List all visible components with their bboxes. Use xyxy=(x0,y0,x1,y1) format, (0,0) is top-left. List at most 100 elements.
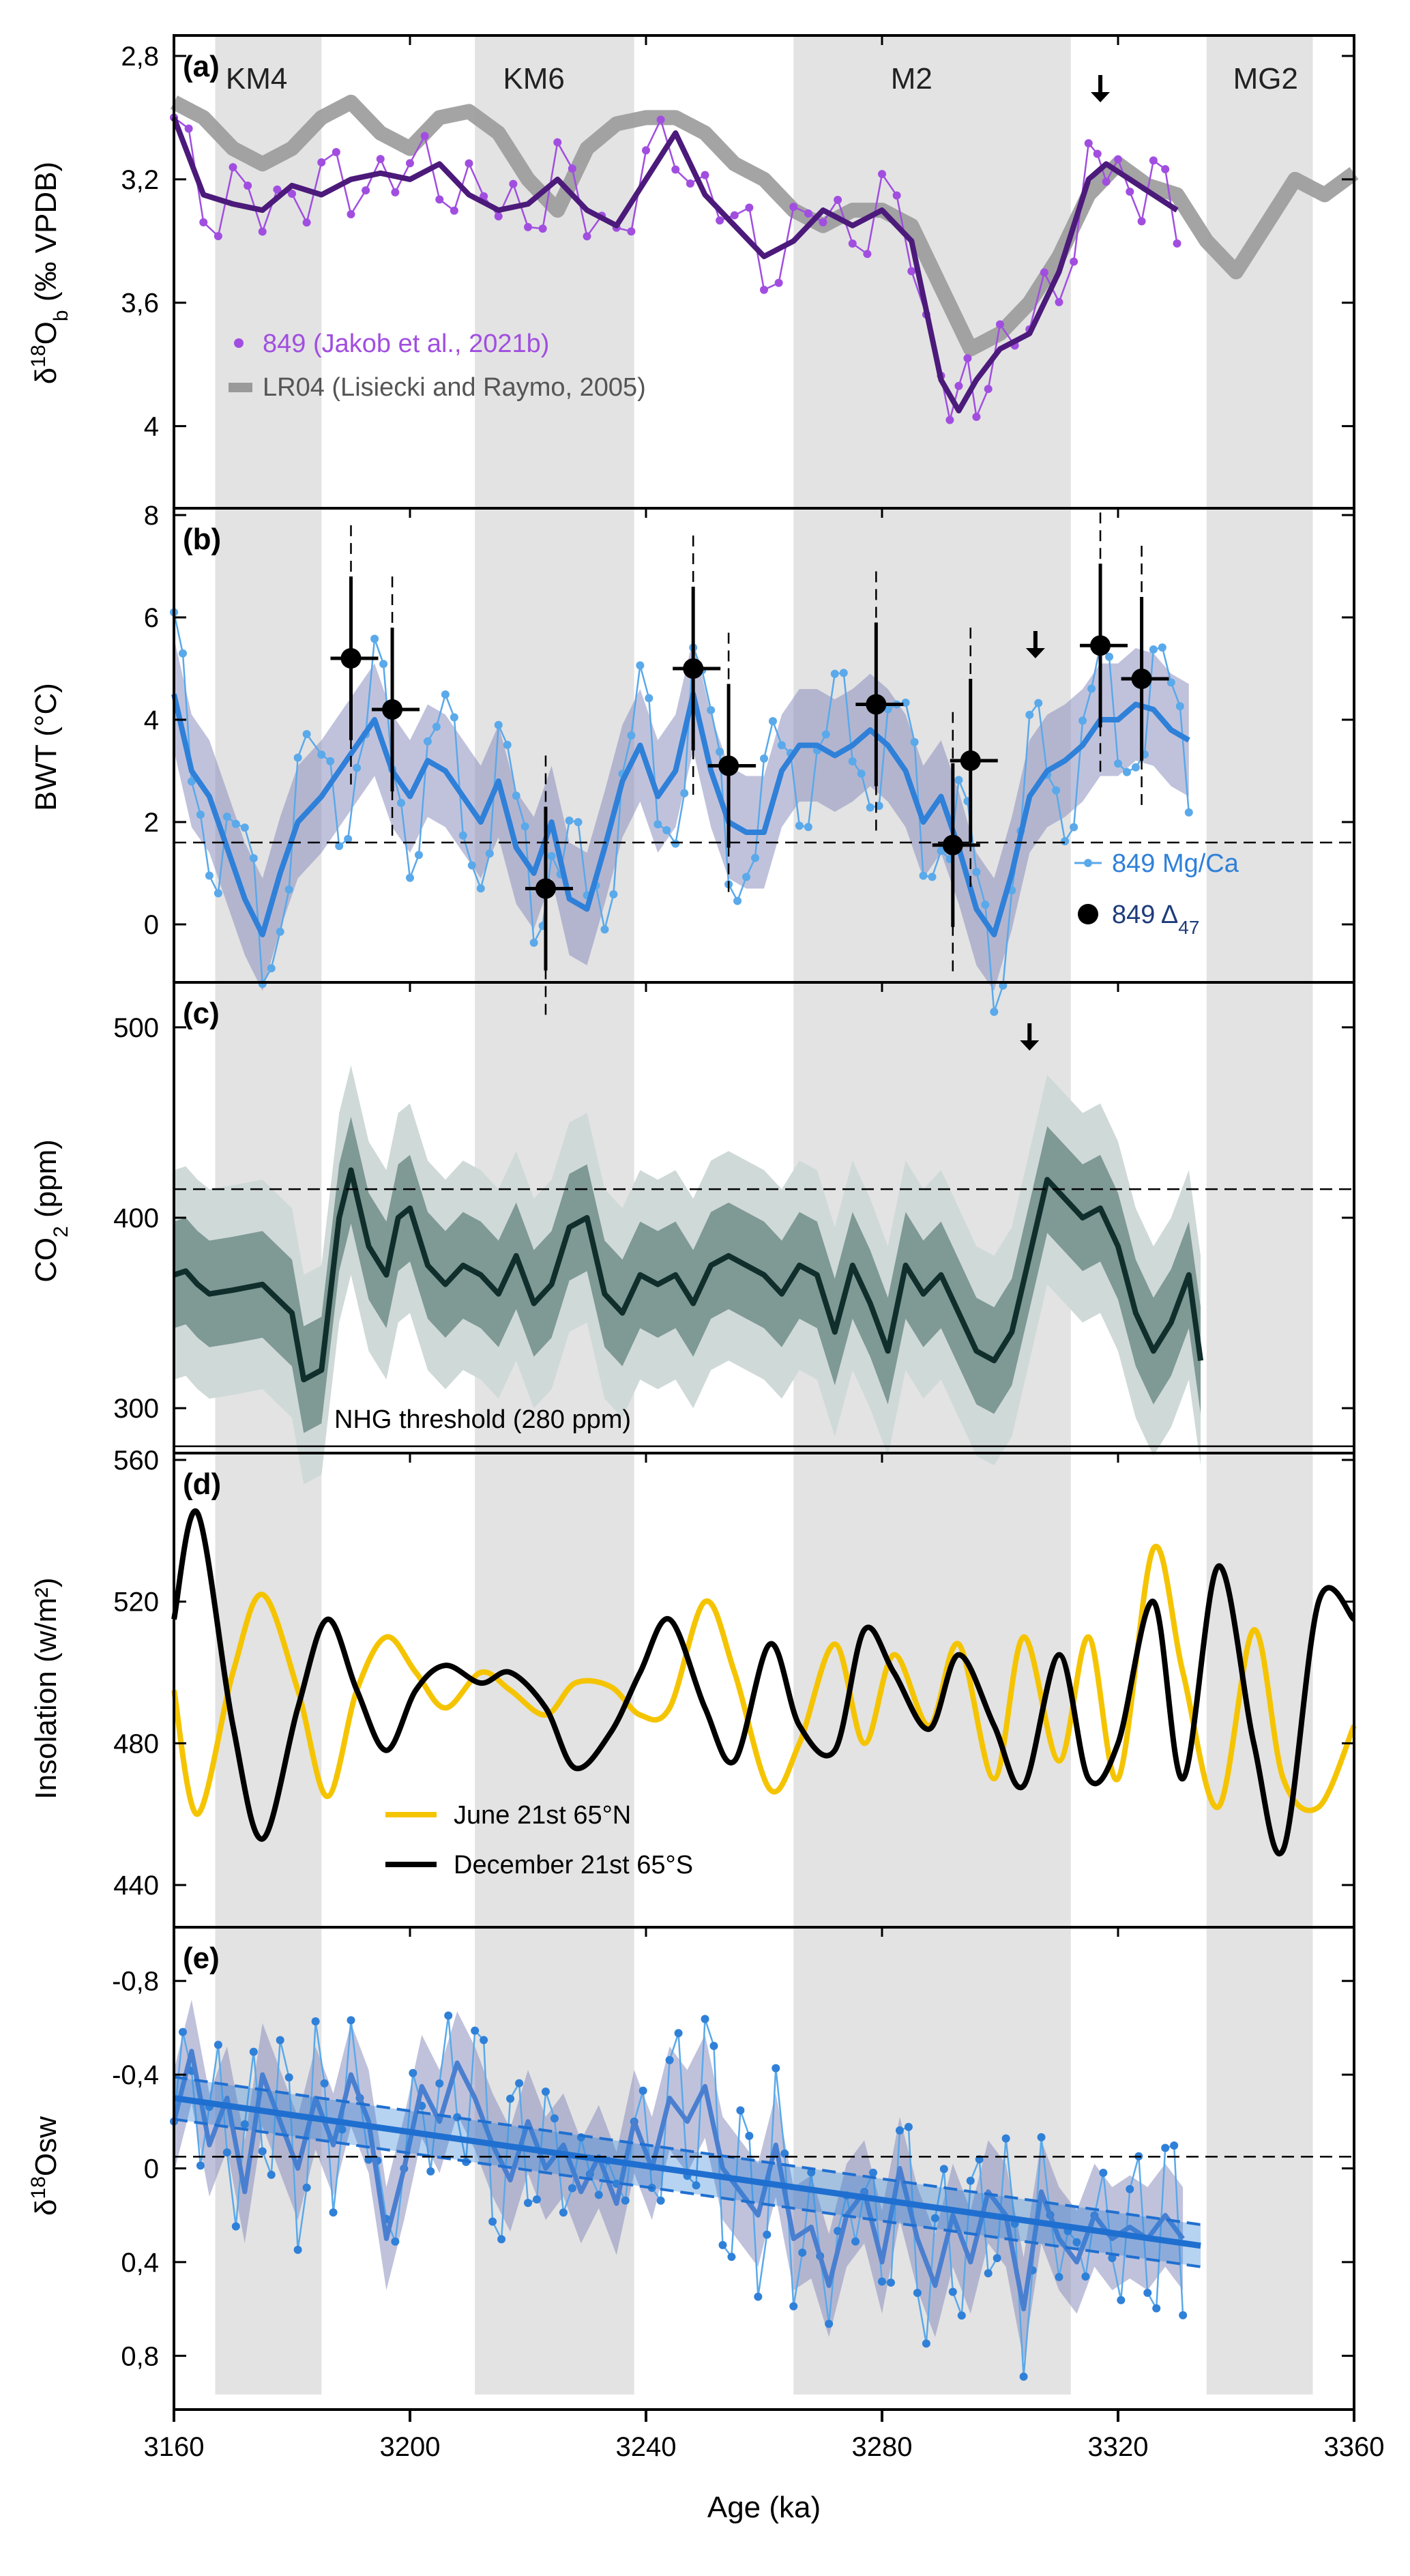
series-mgca-point xyxy=(910,737,919,746)
x-tick-label-3160: 3160 xyxy=(144,2432,205,2462)
x-tick-label-3360: 3360 xyxy=(1324,2432,1385,2462)
series-mgca-point xyxy=(733,896,742,905)
series-osw-point xyxy=(480,2036,488,2045)
d47-point xyxy=(340,648,362,669)
series-osw-point xyxy=(347,2016,355,2025)
y-tick-label-a: 3,6 xyxy=(121,289,159,319)
panel-e xyxy=(170,2000,1354,2381)
series-mgca-point xyxy=(804,823,812,832)
series-mgca-point xyxy=(406,873,414,882)
series-osw-point xyxy=(435,2079,444,2088)
series-849-point xyxy=(1093,149,1102,158)
ylabel-c: CO2 (ppm) xyxy=(29,1139,72,1283)
series-mgca-point xyxy=(742,873,751,881)
outer-frame xyxy=(173,34,1355,2411)
series-mgca-point xyxy=(432,722,441,731)
event-arrow-b xyxy=(1025,631,1045,658)
series-849-point xyxy=(686,179,694,188)
series-osw-point xyxy=(656,2196,665,2205)
series-849-point xyxy=(701,171,709,179)
series-849-point xyxy=(1149,156,1158,165)
series-849-point xyxy=(553,138,562,147)
series-osw-point xyxy=(789,2302,798,2311)
series-mgca-point xyxy=(795,821,804,830)
d47-point xyxy=(866,694,887,715)
series-mgca-point xyxy=(751,853,760,862)
series-osw-point xyxy=(674,2029,683,2038)
series-mgca-point xyxy=(293,753,302,762)
legend-label-d47: 849 Δ47 xyxy=(1112,901,1199,938)
series-mgca-point xyxy=(928,873,937,881)
series-co2-inner-band xyxy=(174,1117,1201,1433)
series-mgca-point xyxy=(830,669,839,678)
series-mgca-point xyxy=(981,901,990,909)
series-849-point xyxy=(465,159,473,168)
panels: KM4 KM6 M2 MG2 xyxy=(170,62,1359,2381)
series-osw-point xyxy=(1055,2272,1063,2281)
d47-point xyxy=(683,658,704,679)
series-osw-point xyxy=(532,2195,541,2204)
series-mgca-point xyxy=(839,669,848,677)
series-osw-point xyxy=(568,2184,576,2193)
series-849-point xyxy=(1040,268,1048,277)
series-mgca-point xyxy=(222,813,231,821)
series-osw-point xyxy=(559,2208,568,2217)
event-label-km4: KM4 xyxy=(226,62,287,96)
series-mgca-point xyxy=(857,770,866,778)
x-tick-label-3200: 3200 xyxy=(380,2432,441,2462)
series-osw-point xyxy=(709,2042,718,2051)
series-849-point xyxy=(671,165,680,174)
series-mgca-point xyxy=(231,819,240,828)
series-osw-point xyxy=(869,2168,878,2177)
series-mgca-point xyxy=(326,757,335,765)
series-osw-point xyxy=(886,2278,895,2287)
series-mgca-point xyxy=(707,705,716,714)
series-mgca-point xyxy=(214,889,222,898)
series-849-point xyxy=(347,210,355,219)
xlabel: Age (ka) xyxy=(707,2491,821,2524)
series-849-point xyxy=(583,232,591,241)
series-osw-point xyxy=(1161,2143,1170,2152)
series-lr04-line xyxy=(170,94,1359,357)
series-mgca-band xyxy=(174,638,1189,991)
legend-label-december: December 21st 65°S xyxy=(454,1851,693,1879)
series-osw-point xyxy=(930,2214,939,2223)
series-849-point xyxy=(568,164,576,173)
series-mgca-point xyxy=(901,698,910,707)
series-osw-point xyxy=(364,2155,373,2164)
series-mgca-point xyxy=(1166,678,1175,687)
series-osw-point xyxy=(444,2011,453,2020)
series-mgca-point xyxy=(317,750,326,759)
series-mgca-point xyxy=(335,842,344,851)
ylabel-b: BWT (°C) xyxy=(29,683,63,811)
series-osw-point xyxy=(1037,2133,1046,2141)
series-849-smooth-line xyxy=(171,116,1179,413)
series-osw-point xyxy=(409,2068,417,2077)
y-tick-label-a: 2,8 xyxy=(121,42,159,72)
series-mgca-point xyxy=(1175,702,1184,711)
series-mgca-point xyxy=(937,847,945,855)
series-mgca-point xyxy=(467,861,476,870)
series-mgca-point xyxy=(196,810,205,819)
nhg-threshold-label: NHG threshold (280 ppm) xyxy=(334,1405,631,1434)
event-label-km6: KM6 xyxy=(503,62,564,96)
series-849-point xyxy=(184,124,193,133)
series-849-point xyxy=(1055,297,1063,306)
series-mgca-point xyxy=(972,868,981,877)
series-mgca-point xyxy=(494,720,503,729)
series-849-point xyxy=(1084,138,1093,147)
series-mgca-point xyxy=(671,839,680,848)
d47-point xyxy=(382,699,403,720)
series-mgca-point xyxy=(503,740,512,749)
series-osw-point xyxy=(222,2148,231,2157)
y-tick-label-b: 8 xyxy=(144,501,159,531)
series-osw-point xyxy=(284,2073,293,2082)
series-mgca-point xyxy=(1184,808,1193,817)
panel-tag-b: (b) xyxy=(183,523,221,556)
series-849-point xyxy=(362,186,370,195)
d47-point xyxy=(1090,635,1111,656)
y-tick-label-e: -0,4 xyxy=(112,2060,159,2090)
y-tick-label-c: 400 xyxy=(113,1203,159,1233)
series-mgca-point xyxy=(379,660,388,669)
series-mgca-point xyxy=(249,854,258,863)
